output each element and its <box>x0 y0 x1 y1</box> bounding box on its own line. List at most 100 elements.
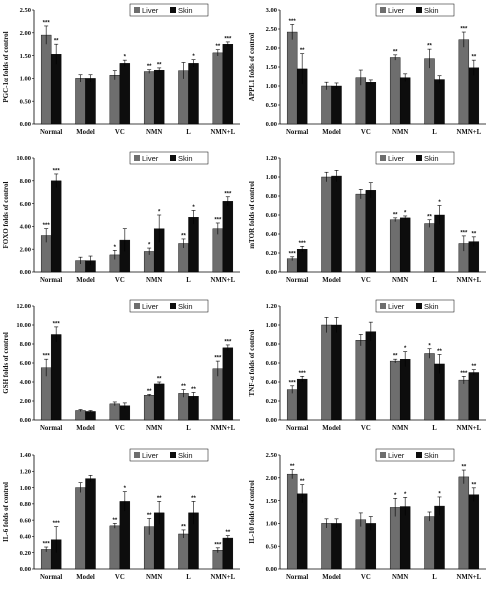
chart-svg: 0.00 0.20 0.40 0.60 0.80 1.00 1.20 1.40 IL-6 fol… <box>2 448 240 581</box>
significance-label: *** <box>299 371 307 377</box>
chart-svg: 0.00 0.20 0.40 0.60 0.80 1.00 1.20 mTOR folds o… <box>248 151 486 284</box>
significance-label: ** <box>393 354 398 360</box>
x-category-label: Normal <box>40 129 62 136</box>
bar-liver-l <box>424 353 435 421</box>
bar-liver-nmn-l <box>212 228 224 273</box>
legend-label-skin: Skin <box>178 302 193 311</box>
bar-skin-nmn-l <box>468 67 480 125</box>
x-category-label: VC <box>115 425 125 432</box>
significance-label: * <box>124 486 127 492</box>
legend-box <box>129 448 209 462</box>
x-category-label: NMN+L <box>457 277 482 284</box>
significance-label: * <box>192 205 195 211</box>
bar-liver-nmn-l <box>458 476 470 570</box>
legend-label-liver: Liver <box>388 302 405 311</box>
bar-skin-vc <box>365 190 377 273</box>
bar-liver-nmn-l <box>458 379 470 421</box>
legend-swatch-skin <box>416 303 422 309</box>
legend-box <box>375 3 455 17</box>
y-tick-label: 2.00 <box>20 398 31 405</box>
legend-label-skin: Skin <box>178 154 193 163</box>
legend-label-liver: Liver <box>388 6 405 15</box>
bar-liver-normal <box>286 258 298 273</box>
legend-box <box>129 151 209 165</box>
x-category-label: NMN+L <box>457 425 482 432</box>
bar-skin-vc <box>119 63 131 125</box>
bar-liver-nmn <box>143 395 155 421</box>
bar-skin-model <box>331 175 342 273</box>
legend-label-liver: Liver <box>142 451 159 460</box>
legend-label-skin: Skin <box>424 6 439 15</box>
chart-panel-4: 0.00 0.20 0.40 0.60 0.80 1.00 1.20 mTOR folds o… <box>246 148 491 296</box>
legend-label-skin: Skin <box>424 451 439 460</box>
significance-label: ** <box>461 465 466 471</box>
x-category-label: VC <box>361 425 371 432</box>
significance-label: ** <box>427 214 432 220</box>
y-tick-label: 2.50 <box>266 26 277 33</box>
bar-liver-normal <box>40 549 52 570</box>
bar-skin-model <box>85 78 96 125</box>
significance-label: ** <box>437 349 442 355</box>
legend-swatch-liver <box>380 452 386 458</box>
significance-label: *** <box>289 251 297 257</box>
y-tick-label: 2.00 <box>20 30 31 37</box>
significance-label: *** <box>289 380 297 386</box>
y-tick-label: 2.00 <box>266 475 277 482</box>
significance-label: * <box>404 346 407 352</box>
legend-label-skin: Skin <box>178 451 193 460</box>
bar-skin-nmn-l <box>468 372 480 421</box>
x-category-label: Normal <box>40 277 62 284</box>
x-category-label: VC <box>115 277 125 284</box>
y-tick-label: 0.50 <box>20 98 31 105</box>
bar-skin-model <box>85 411 96 421</box>
x-category-label: L <box>186 129 191 136</box>
bar-liver-model <box>321 523 332 570</box>
x-category-label: NMN <box>146 129 162 136</box>
y-tick-label: 0.20 <box>266 398 277 405</box>
bar-liver-nmn-l <box>212 52 224 125</box>
x-category-label: NMN+L <box>211 425 236 432</box>
x-category-label: Model <box>76 425 95 432</box>
significance-label: *** <box>53 168 61 174</box>
bar-skin-vc <box>119 501 131 570</box>
significance-label: ** <box>54 39 59 45</box>
legend-label-skin: Skin <box>424 154 439 163</box>
bar-skin-nmn-l <box>222 347 234 421</box>
y-tick-label: 0.20 <box>20 550 31 557</box>
y-tick-label: 0.00 <box>20 566 31 573</box>
bar-skin-nmn <box>399 506 411 570</box>
significance-label: * <box>124 55 127 61</box>
y-tick-label: 8.00 <box>20 341 31 348</box>
legend-box <box>129 3 209 17</box>
significance-label: ** <box>290 464 295 470</box>
legend-swatch-liver <box>134 452 140 458</box>
chart-svg: 0.00 2.00 4.00 6.00 8.00 10.00 12.00 GSH folds … <box>2 299 240 432</box>
significance-label: ** <box>157 62 162 68</box>
y-tick-label: 1.00 <box>266 83 277 90</box>
bar-skin-vc <box>365 331 377 421</box>
significance-label: ** <box>147 389 152 395</box>
y-tick-label: 6.00 <box>20 201 31 208</box>
significance-label: ** <box>181 233 186 239</box>
x-category-label: L <box>432 129 437 136</box>
y-tick-label: 10.00 <box>16 155 31 162</box>
y-tick-label: 1.50 <box>266 498 277 505</box>
bar-liver-vc <box>109 75 121 125</box>
bar-skin-normal <box>50 180 62 273</box>
bar-liver-vc <box>109 525 121 570</box>
bar-skin-vc <box>365 81 377 125</box>
bar-skin-nmn <box>153 69 165 125</box>
x-category-label: NMN <box>392 129 408 136</box>
significance-label: ** <box>191 387 196 393</box>
legend-swatch-skin <box>170 303 176 309</box>
bar-skin-nmn-l <box>222 201 234 273</box>
bar-liver-normal <box>286 389 298 421</box>
x-category-label: NMN+L <box>211 277 236 284</box>
bar-liver-l <box>178 393 189 421</box>
significance-label: ** <box>181 524 186 530</box>
y-tick-label: 0.60 <box>266 360 277 367</box>
significance-label: *** <box>460 27 468 33</box>
x-category-label: L <box>432 277 437 284</box>
x-category-label: Normal <box>40 574 62 581</box>
chart-panel-1: 0.00 0.50 1.00 1.50 2.00 2.50 PGC-1α folds of … <box>0 0 245 148</box>
